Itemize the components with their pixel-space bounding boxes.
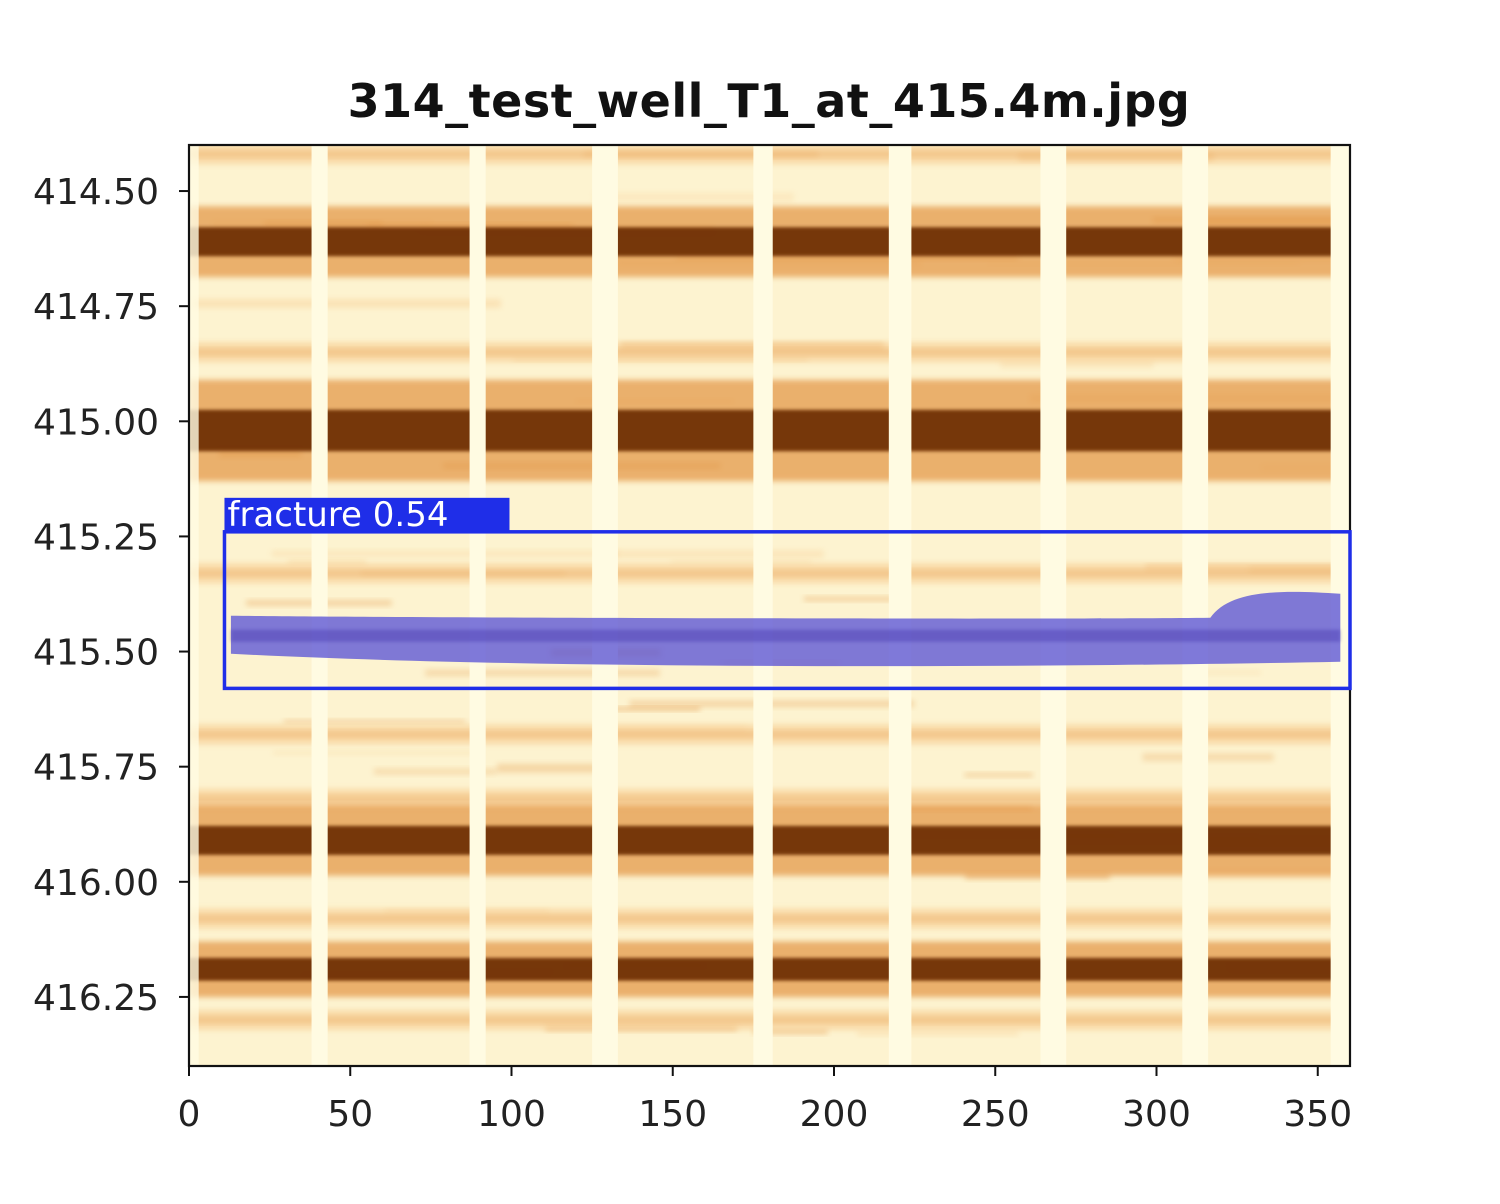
image-striation — [610, 706, 701, 711]
image-striation — [192, 298, 502, 308]
x-tick-label: 150 — [638, 1094, 707, 1135]
x-tick-label: 0 — [178, 1094, 201, 1135]
image-striation — [425, 669, 660, 677]
pad-gap — [1182, 145, 1209, 1066]
y-tick-label: 415.25 — [33, 517, 159, 558]
detection-box — [222, 530, 1352, 691]
detection-label: fracture 0.54 — [227, 495, 448, 535]
pad-gap — [592, 145, 618, 1066]
image-striation — [964, 772, 1033, 778]
x-tick-label: 250 — [961, 1094, 1030, 1135]
pad-gap — [469, 145, 486, 1066]
y-tick-label: 415.00 — [33, 402, 159, 443]
image-striation — [271, 550, 619, 557]
x-tick-label: 50 — [327, 1094, 373, 1135]
image-striation — [602, 549, 824, 559]
detection-label-bg — [224, 497, 510, 532]
y-tick-label: 416.25 — [33, 978, 159, 1019]
x-axis: 0 50 100 150 200 250 300 350 — [178, 1066, 1352, 1135]
pad-gap — [888, 145, 912, 1066]
image-striation — [670, 560, 812, 565]
y-tick-label: 414.50 — [33, 172, 159, 213]
image-striation — [856, 1030, 1019, 1036]
image-striation — [1190, 670, 1261, 675]
x-tick-label: 300 — [1122, 1094, 1191, 1135]
y-tick-label: 414.75 — [33, 287, 159, 328]
y-axis: 414.50 414.75 415.00 415.25 415.50 415.75 416.… — [33, 172, 189, 1019]
pad-gap — [311, 145, 328, 1066]
fracture-mask-core — [230, 629, 1341, 642]
pad-gap — [1040, 145, 1067, 1066]
fracture-mask — [230, 591, 1341, 667]
image-striation — [283, 719, 466, 724]
image-striation — [593, 192, 794, 202]
pad-gap — [753, 145, 773, 1066]
y-tick-label: 416.00 — [33, 863, 159, 904]
image-striation — [965, 872, 1110, 880]
image-striation — [272, 750, 483, 755]
fracture-mask-layer — [230, 591, 1341, 667]
pad-gap-left-edge — [189, 145, 199, 1066]
image-striation — [803, 596, 902, 602]
y-tick-label: 415.50 — [33, 633, 159, 674]
x-tick-label: 100 — [477, 1094, 546, 1135]
image-striation — [373, 768, 497, 775]
chart-title: 314_test_well_T1_at_415.4m.jpg — [347, 74, 1191, 128]
image-striation — [753, 1028, 828, 1035]
borehole-image — [189, 145, 1350, 1066]
image-striation — [1000, 359, 1154, 368]
image-striation — [1142, 753, 1274, 762]
x-tick-label: 350 — [1283, 1094, 1352, 1135]
image-striation — [496, 763, 611, 773]
detection-layer: fracture 0.54 — [222, 495, 1352, 691]
x-tick-label: 200 — [800, 1094, 869, 1135]
y-tick-label: 415.75 — [33, 748, 159, 789]
